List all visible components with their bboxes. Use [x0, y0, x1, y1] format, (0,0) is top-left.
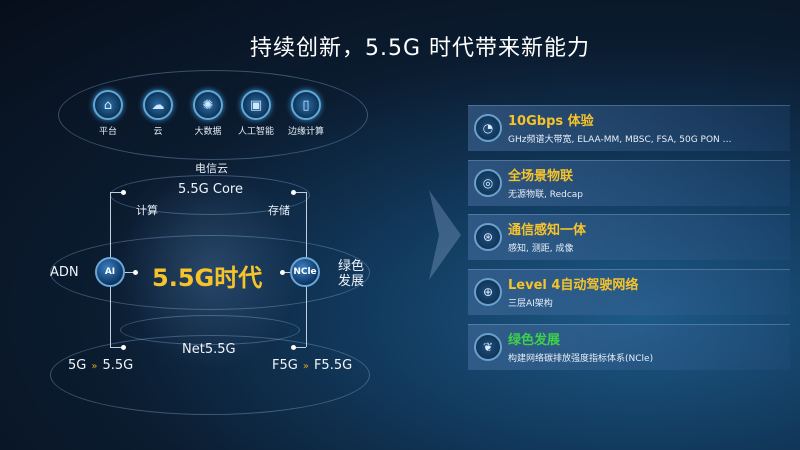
card-subtitle: 构建网络碳排放强度指标体系(NCle): [508, 354, 654, 364]
cloud-icon: ☁: [143, 90, 173, 120]
card-title: 绿色发展: [508, 333, 561, 348]
chevron-right-icon: »: [302, 361, 309, 372]
right-evolution: F5G » F5.5G: [272, 358, 352, 373]
chevron-right-icon: »: [91, 361, 98, 372]
dot: [133, 270, 138, 275]
feature-card-autonomous-network: ⊕ Level 4自动驾驶网络 三层AI架构: [468, 269, 790, 315]
ai-connector: [124, 272, 136, 273]
feature-card-iot: ◎ 全场景物联 无源物联, Redcap: [468, 160, 790, 206]
card-title: 10Gbps 体验: [508, 114, 594, 129]
to-f5-5g: F5.5G: [313, 358, 353, 373]
card-subtitle: 三层AI架构: [508, 299, 553, 309]
feature-card-sensing: ⊛ 通信感知一体 感知, 测距, 成像: [468, 214, 790, 260]
platform-icon: ⌂: [93, 90, 123, 120]
speedometer-icon: ◔: [474, 114, 502, 142]
iot-icon: ◎: [474, 169, 502, 197]
adn-label: ADN: [50, 265, 79, 280]
feature-card-10gbps: ◔ 10Gbps 体验 GHz频谱大带宽, ELAA-MM, MBSC, FSA…: [468, 105, 790, 151]
telecom-cloud-label: 电信云: [195, 162, 228, 175]
icon-label-platform: 平台: [98, 127, 117, 137]
icon-label-ai: 人工智能: [237, 127, 274, 137]
from-f5g: F5G: [272, 358, 298, 373]
green-development-label: 绿色发展: [338, 259, 365, 289]
big-chevron-arrow-icon: [429, 190, 461, 280]
from-5g: 5G: [68, 358, 87, 373]
left-bracket-top: [110, 192, 123, 193]
card-subtitle: 无源物联, Redcap: [508, 190, 583, 200]
big-data-icon: ✺: [193, 90, 223, 120]
core-label: 5.5G Core: [178, 182, 243, 197]
card-title: 全场景物联: [508, 169, 574, 184]
network-globe-icon: ⊕: [474, 278, 502, 306]
icon-label-cloud: 云: [153, 127, 163, 137]
dot: [291, 345, 296, 350]
ai-chip-icon: ▣: [241, 90, 271, 120]
net-label: Net5.5G: [182, 342, 236, 357]
leaf-icon: ❦: [474, 333, 502, 361]
dot: [121, 345, 126, 350]
left-bracket-bottom: [110, 347, 123, 348]
ncle-node-icon: NCle: [290, 257, 320, 287]
right-bracket-bottom: [293, 347, 306, 348]
dot: [291, 190, 296, 195]
left-evolution: 5G » 5.5G: [68, 358, 133, 373]
ncle-connector: [280, 272, 292, 273]
dot: [121, 190, 126, 195]
to-5-5g: 5.5G: [102, 358, 134, 373]
ai-node-icon: AI: [95, 257, 125, 287]
right-bracket-top: [293, 192, 306, 193]
feature-card-green: ❦ 绿色发展 构建网络碳排放强度指标体系(NCle): [468, 324, 790, 370]
slide-title: 持续创新，5.5G 时代带来新能力: [249, 36, 591, 61]
sensing-icon: ⊛: [474, 223, 502, 251]
dot: [280, 270, 285, 275]
compute-label: 计算: [136, 204, 158, 217]
middle-ring: [50, 235, 370, 310]
card-subtitle: GHz频谱大带宽, ELAA-MM, MBSC, FSA, 50G PON …: [508, 135, 732, 145]
card-title: 通信感知一体: [508, 223, 587, 238]
card-subtitle: 感知, 测距, 成像: [508, 244, 574, 254]
icon-label-big-data: 大数据: [194, 127, 222, 137]
top-ring: [58, 70, 368, 160]
center-title: 5.5G时代: [152, 264, 263, 292]
card-title: Level 4自动驾驶网络: [508, 278, 639, 293]
bottom-ring: [50, 335, 370, 415]
icon-label-edge: 边缘计算: [287, 127, 324, 137]
edge-computing-icon: ▯: [291, 90, 321, 120]
storage-label: 存储: [268, 204, 290, 217]
